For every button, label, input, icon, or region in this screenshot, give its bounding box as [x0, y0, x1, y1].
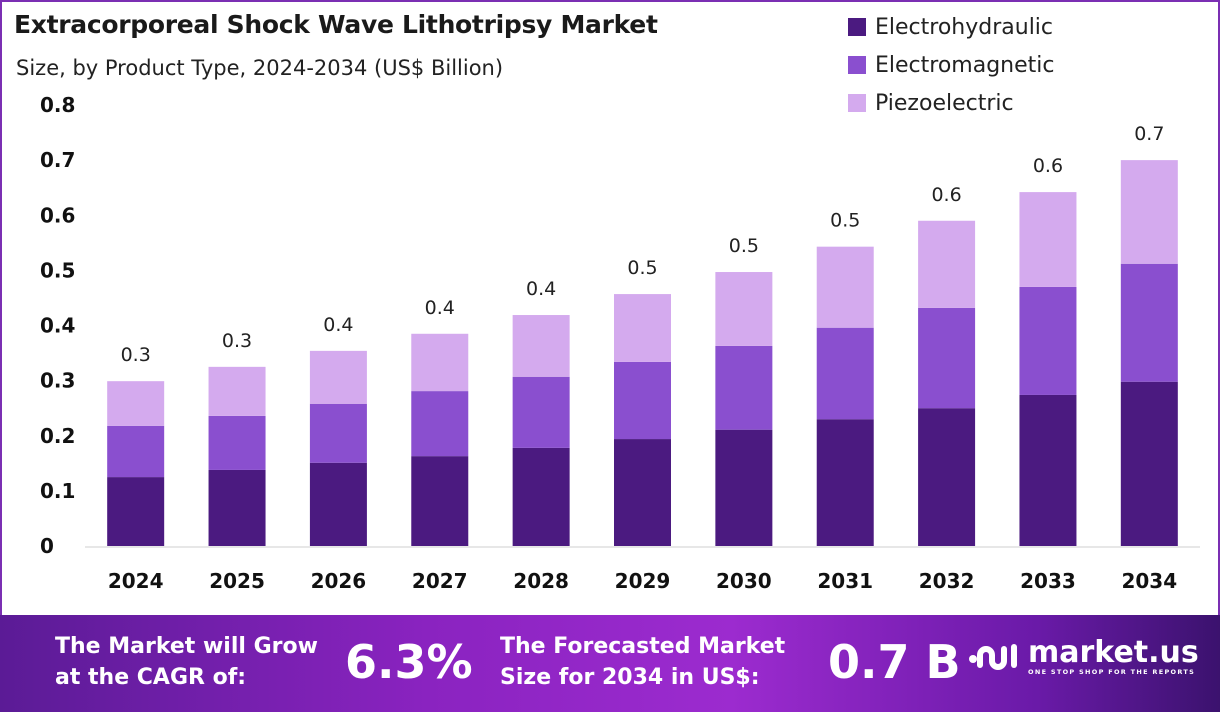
x-tick-label: 2024	[108, 569, 164, 593]
bar-segment-electrohydraulic-2024	[107, 477, 165, 546]
x-tick-label: 2029	[615, 569, 671, 593]
legend-label: Electromagnetic	[875, 52, 1055, 78]
bar-segment-piezoelectric-2030	[715, 272, 773, 346]
bar-segment-piezoelectric-2024	[107, 381, 165, 426]
total-data-label: 0.7	[1134, 123, 1164, 145]
total-data-label: 0.6	[1033, 155, 1063, 177]
bar-segment-electrohydraulic-2028	[512, 447, 570, 546]
legend-item-electromagnetic: Electromagnetic	[848, 46, 1054, 84]
chart-title: Extracorporeal Shock Wave Lithotripsy Ma…	[14, 10, 658, 39]
legend-label: Piezoelectric	[875, 90, 1014, 116]
x-tick-label: 2032	[919, 569, 975, 593]
legend-item-piezoelectric: Piezoelectric	[848, 84, 1054, 122]
bar-segment-piezoelectric-2025	[208, 366, 266, 416]
bar-segment-electromagnetic-2024	[107, 425, 165, 478]
x-tick-label: 2030	[716, 569, 772, 593]
total-data-label: 0.3	[121, 344, 151, 366]
bar-segment-electrohydraulic-2033	[1019, 394, 1077, 546]
market-us-logo: market.us ONE STOP SHOP FOR THE REPORTS	[968, 637, 1199, 677]
total-data-label: 0.4	[323, 314, 353, 336]
bar-segment-piezoelectric-2027	[411, 333, 469, 392]
bar-segment-piezoelectric-2029	[614, 294, 671, 362]
bar-segment-piezoelectric-2026	[309, 350, 367, 404]
bar-segment-electromagnetic-2027	[411, 391, 469, 457]
y-tick-label: 0.3	[40, 369, 75, 393]
bar-segment-piezoelectric-2028	[512, 315, 570, 377]
bar-segment-electrohydraulic-2030	[715, 429, 773, 546]
bar-segment-electromagnetic-2030	[715, 345, 773, 430]
bar-segment-electromagnetic-2029	[614, 361, 671, 440]
total-data-label: 0.5	[729, 235, 759, 257]
bar-segment-piezoelectric-2034	[1120, 160, 1178, 264]
y-tick-label: 0.5	[40, 258, 75, 282]
bar-segment-electromagnetic-2033	[1019, 286, 1077, 395]
legend-swatch	[848, 18, 866, 36]
total-data-label: 0.5	[627, 257, 657, 279]
legend-label: Electrohydraulic	[875, 14, 1054, 40]
legend-item-electrohydraulic: Electrohydraulic	[848, 8, 1054, 46]
bar-segment-electromagnetic-2025	[208, 415, 266, 470]
chart-subtitle: Size, by Product Type, 2024-2034 (US$ Bi…	[16, 56, 504, 80]
y-tick-label: 0.6	[40, 203, 75, 227]
x-tick-label: 2025	[209, 569, 265, 593]
total-data-label: 0.4	[526, 278, 556, 300]
bar-segment-piezoelectric-2032	[918, 220, 976, 308]
logo-name: market.us	[1028, 635, 1199, 670]
bar-segment-electromagnetic-2028	[512, 376, 570, 448]
x-tick-label: 2026	[311, 569, 367, 593]
bar-segment-electrohydraulic-2032	[918, 408, 976, 546]
bar-segment-electromagnetic-2026	[309, 403, 367, 463]
bar-segment-electromagnetic-2032	[918, 307, 976, 409]
market-us-logo-icon	[969, 644, 1017, 670]
y-tick-label: 0.8	[40, 93, 75, 117]
forecast-value: 0.7 B	[828, 635, 961, 689]
cagr-label: The Market will Grow at the CAGR of:	[55, 631, 318, 693]
stacked-bar-chart: 0 0.1 0.2 0.3 0.4 0.5 0.6 0.7 0.8 0.3 2024 0.3 2025 0…	[40, 93, 1200, 593]
total-data-label: 0.3	[222, 330, 252, 352]
bar-segment-electrohydraulic-2026	[309, 462, 367, 546]
cagr-label-line1: The Market will Grow	[55, 634, 318, 659]
x-tick-label: 2028	[513, 569, 569, 593]
bar-segment-piezoelectric-2033	[1019, 192, 1077, 287]
cagr-label-line2: at the CAGR of:	[55, 665, 247, 690]
bar-segment-electrohydraulic-2034	[1120, 381, 1178, 546]
legend-swatch	[848, 56, 866, 74]
bar-segment-electrohydraulic-2025	[208, 469, 266, 546]
total-data-label: 0.4	[425, 297, 455, 319]
x-tick-label: 2033	[1020, 569, 1076, 593]
y-tick-label: 0.1	[40, 479, 75, 503]
forecast-label: The Forecasted Market Size for 2034 in U…	[500, 631, 785, 693]
y-tick-label: 0.7	[40, 148, 75, 172]
summary-banner: The Market will Grow at the CAGR of: 6.3…	[0, 615, 1220, 712]
bar-segment-electrohydraulic-2031	[816, 419, 874, 546]
forecast-label-line1: The Forecasted Market	[500, 634, 786, 659]
x-tick-label: 2031	[817, 569, 873, 593]
logo-tagline: ONE STOP SHOP FOR THE REPORTS	[1028, 668, 1196, 676]
total-data-label: 0.6	[931, 184, 961, 206]
legend-swatch	[848, 94, 866, 112]
y-tick-label: 0.4	[40, 314, 75, 338]
x-tick-label: 2034	[1121, 569, 1177, 593]
forecast-label-line2: Size for 2034 in US$:	[500, 665, 760, 690]
bar-segment-electrohydraulic-2027	[411, 456, 469, 546]
y-tick-label: 0	[40, 534, 54, 558]
cagr-value: 6.3%	[345, 635, 473, 689]
total-data-label: 0.5	[830, 210, 860, 232]
bar-segment-piezoelectric-2031	[816, 246, 874, 328]
legend: Electrohydraulic Electromagnetic Piezoel…	[848, 8, 1054, 122]
bar-segment-electromagnetic-2031	[816, 327, 874, 420]
bar-segment-electromagnetic-2034	[1120, 263, 1178, 382]
bar-segment-electrohydraulic-2029	[614, 439, 671, 546]
x-tick-label: 2027	[412, 569, 468, 593]
y-tick-label: 0.2	[40, 424, 75, 448]
